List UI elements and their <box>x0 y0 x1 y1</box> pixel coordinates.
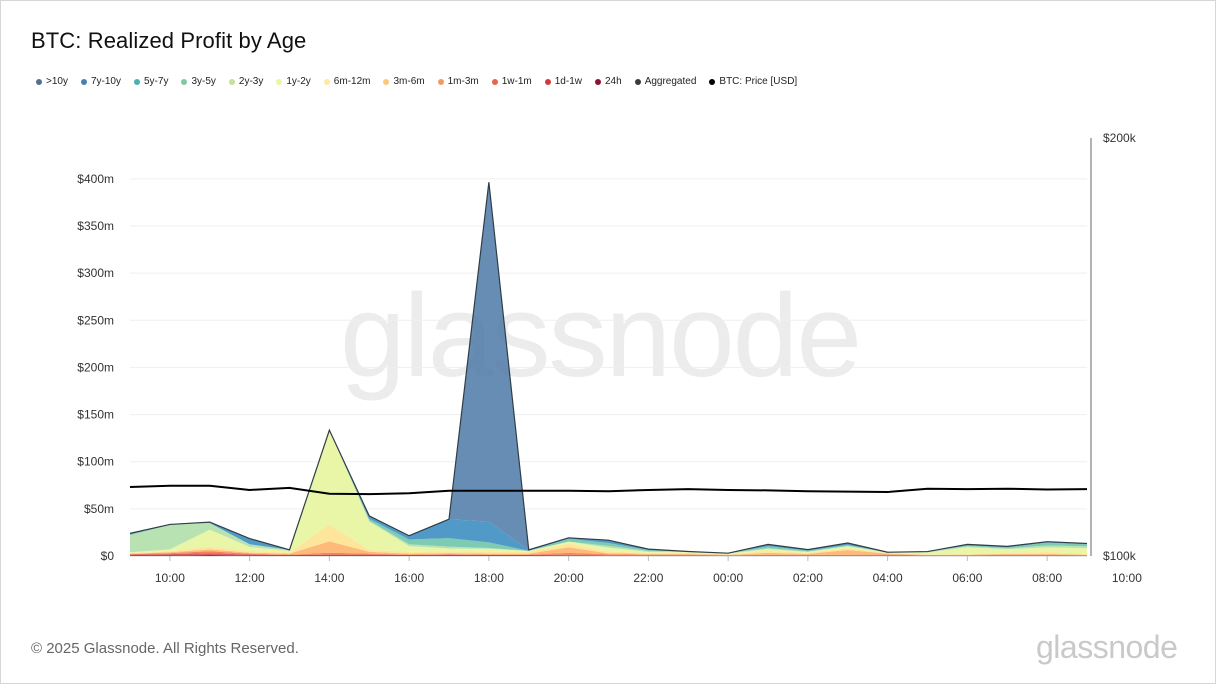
legend-swatch-icon <box>80 78 87 85</box>
legend-label: 7y-10y <box>90 76 121 87</box>
legend-item[interactable]: 7y-10y <box>80 76 121 87</box>
legend-swatch-icon <box>491 78 498 85</box>
x-tick-label: 04:00 <box>873 571 903 585</box>
legend-item[interactable]: 24h <box>595 76 622 87</box>
y-tick-label: $300m <box>77 266 114 280</box>
y-tick-label: $50m <box>84 502 114 516</box>
x-tick-label: 10:00 <box>155 571 185 585</box>
legend-item[interactable]: 2y-3y <box>228 76 264 87</box>
legend-item[interactable]: 3y-5y <box>181 76 216 87</box>
legend-label: 2y-3y <box>238 76 264 87</box>
x-tick-label: 10:00 <box>1112 571 1142 585</box>
x-tick-label: 12:00 <box>235 571 265 585</box>
area-1m-3m <box>130 541 1087 556</box>
x-tick-label: 14:00 <box>314 571 344 585</box>
legend-swatch-icon <box>323 78 330 85</box>
legend-item[interactable]: 1m-3m <box>437 76 479 87</box>
legend-label: Aggregated <box>644 76 697 87</box>
copyright-text: © 2025 Glassnode. All Rights Reserved. <box>31 640 299 657</box>
y-tick-label: $400m <box>77 172 114 186</box>
aggregated-line <box>129 182 1088 554</box>
legend-swatch-icon <box>276 78 283 85</box>
legend-label: 24h <box>605 76 622 87</box>
y-tick-label: $200m <box>77 360 114 374</box>
y-tick-label: $350m <box>77 219 114 233</box>
legend-item[interactable]: 1d-1w <box>544 76 582 87</box>
legend-swatch-icon <box>437 78 444 85</box>
legend-item[interactable]: 1w-1m <box>491 76 532 87</box>
chart-title: BTC: Realized Profit by Age <box>31 28 307 53</box>
legend-item[interactable]: 3m-6m <box>383 76 425 87</box>
legend-item[interactable]: BTC: Price [USD] <box>709 76 797 87</box>
legend-swatch-icon <box>181 78 188 85</box>
x-tick-label: 18:00 <box>474 571 504 585</box>
legend-label: >10y <box>46 76 68 87</box>
x-tick-label: 06:00 <box>952 571 982 585</box>
legend-label: 1w-1m <box>501 76 532 87</box>
y-tick-label: $250m <box>77 313 114 327</box>
x-tick-label: 22:00 <box>633 571 663 585</box>
area-1d-1w <box>130 553 1087 556</box>
legend-label: 1y-2y <box>286 76 311 87</box>
x-tick-label: 16:00 <box>394 571 424 585</box>
legend-swatch-icon <box>228 78 235 85</box>
legend-label: BTC: Price [USD] <box>719 76 798 87</box>
x-tick-label: 20:00 <box>554 571 584 585</box>
footer-logo: glassnode <box>1036 629 1178 665</box>
legend-item[interactable]: 6m-12m <box>323 76 371 87</box>
legend-label: 6m-12m <box>333 76 371 87</box>
x-tick-label: 02:00 <box>793 571 823 585</box>
legend-item[interactable]: 1y-2y <box>276 76 311 87</box>
legend-item[interactable]: 5y-7y <box>133 76 169 87</box>
area-3m-6m <box>130 524 1087 555</box>
right-tick-label: $100k <box>1103 549 1137 563</box>
legend-swatch-icon <box>595 78 601 85</box>
legend-swatch-icon <box>634 78 641 85</box>
legend-item[interactable]: Aggregated <box>634 76 697 87</box>
legend: >10y 7y-10y 5y-7y 3y-5y 2y-3y 1y-2y 6m-12m 3m-6… <box>36 76 810 87</box>
y-tick-label: $150m <box>77 408 114 422</box>
legend-swatch-icon <box>709 78 716 85</box>
x-tick-label: 00:00 <box>713 571 743 585</box>
legend-swatch-icon <box>133 78 140 85</box>
legend-item[interactable]: >10y <box>36 76 68 87</box>
area-24h <box>130 555 1087 556</box>
price-line <box>129 484 1088 496</box>
legend-swatch-icon <box>36 78 42 85</box>
right-tick-label: $200k <box>1103 131 1137 145</box>
area-1y-2y <box>130 430 1087 555</box>
legend-label: 1d-1w <box>554 76 582 87</box>
legend-label: 1m-3m <box>447 76 479 87</box>
legend-swatch-icon <box>544 78 551 85</box>
y-tick-label: $100m <box>77 455 114 469</box>
legend-label: 5y-7y <box>143 76 169 87</box>
legend-label: 3y-5y <box>191 76 216 87</box>
x-tick-label: 08:00 <box>1032 571 1062 585</box>
legend-label: 3m-6m <box>393 76 425 87</box>
area-1w-1m <box>130 551 1087 556</box>
y-tick-label: $0 <box>101 549 115 563</box>
legend-swatch-icon <box>383 78 390 85</box>
